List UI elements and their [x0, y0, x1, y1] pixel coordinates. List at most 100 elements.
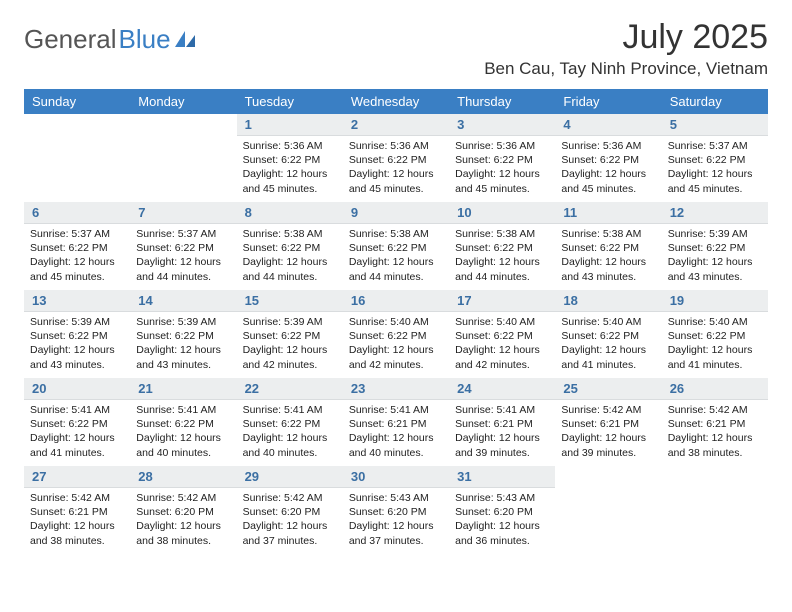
calendar-cell: 12Sunrise: 5:39 AMSunset: 6:22 PMDayligh…	[662, 202, 768, 290]
daylight-text: Daylight: 12 hours and 44 minutes.	[455, 255, 549, 283]
daylight-text: Daylight: 12 hours and 38 minutes.	[668, 431, 762, 459]
calendar-cell: 11Sunrise: 5:38 AMSunset: 6:22 PMDayligh…	[555, 202, 661, 290]
daylight-text: Daylight: 12 hours and 38 minutes.	[30, 519, 124, 547]
logo-text-blue: Blue	[119, 24, 171, 55]
sunset-text: Sunset: 6:21 PM	[30, 505, 124, 519]
day-number: 27	[24, 466, 130, 488]
day-number: 23	[343, 378, 449, 400]
sunset-text: Sunset: 6:22 PM	[243, 329, 337, 343]
sunset-text: Sunset: 6:22 PM	[668, 329, 762, 343]
daylight-text: Daylight: 12 hours and 37 minutes.	[349, 519, 443, 547]
sunset-text: Sunset: 6:22 PM	[30, 241, 124, 255]
sunrise-text: Sunrise: 5:40 AM	[668, 315, 762, 329]
daylight-text: Daylight: 12 hours and 37 minutes.	[243, 519, 337, 547]
day-number: 3	[449, 114, 555, 136]
calendar-week-row: 6Sunrise: 5:37 AMSunset: 6:22 PMDaylight…	[24, 202, 768, 290]
calendar-cell: 30Sunrise: 5:43 AMSunset: 6:20 PMDayligh…	[343, 466, 449, 554]
sunset-text: Sunset: 6:22 PM	[243, 241, 337, 255]
sunrise-text: Sunrise: 5:41 AM	[455, 403, 549, 417]
daylight-text: Daylight: 12 hours and 45 minutes.	[561, 167, 655, 195]
daylight-text: Daylight: 12 hours and 36 minutes.	[455, 519, 549, 547]
sunset-text: Sunset: 6:22 PM	[243, 153, 337, 167]
sunset-text: Sunset: 6:22 PM	[30, 417, 124, 431]
sunset-text: Sunset: 6:22 PM	[349, 153, 443, 167]
sunset-text: Sunset: 6:20 PM	[136, 505, 230, 519]
day-body: Sunrise: 5:39 AMSunset: 6:22 PMDaylight:…	[662, 224, 768, 290]
day-body: Sunrise: 5:40 AMSunset: 6:22 PMDaylight:…	[662, 312, 768, 378]
sunrise-text: Sunrise: 5:41 AM	[136, 403, 230, 417]
calendar-cell: 27Sunrise: 5:42 AMSunset: 6:21 PMDayligh…	[24, 466, 130, 554]
day-body: Sunrise: 5:42 AMSunset: 6:20 PMDaylight:…	[130, 488, 236, 554]
day-number: 21	[130, 378, 236, 400]
calendar-cell: 3Sunrise: 5:36 AMSunset: 6:22 PMDaylight…	[449, 114, 555, 202]
day-number: 8	[237, 202, 343, 224]
sunrise-text: Sunrise: 5:39 AM	[668, 227, 762, 241]
sunrise-text: Sunrise: 5:39 AM	[243, 315, 337, 329]
daylight-text: Daylight: 12 hours and 40 minutes.	[349, 431, 443, 459]
day-header: Sunday	[24, 89, 130, 114]
calendar-head: SundayMondayTuesdayWednesdayThursdayFrid…	[24, 89, 768, 114]
day-header: Tuesday	[237, 89, 343, 114]
sunrise-text: Sunrise: 5:37 AM	[668, 139, 762, 153]
day-number: 5	[662, 114, 768, 136]
calendar-cell: 1Sunrise: 5:36 AMSunset: 6:22 PMDaylight…	[237, 114, 343, 202]
day-body: Sunrise: 5:42 AMSunset: 6:21 PMDaylight:…	[555, 400, 661, 466]
day-body: Sunrise: 5:40 AMSunset: 6:22 PMDaylight:…	[343, 312, 449, 378]
daylight-text: Daylight: 12 hours and 39 minutes.	[561, 431, 655, 459]
calendar-cell: 29Sunrise: 5:42 AMSunset: 6:20 PMDayligh…	[237, 466, 343, 554]
daylight-text: Daylight: 12 hours and 42 minutes.	[243, 343, 337, 371]
sunrise-text: Sunrise: 5:42 AM	[561, 403, 655, 417]
sunrise-text: Sunrise: 5:38 AM	[455, 227, 549, 241]
daylight-text: Daylight: 12 hours and 38 minutes.	[136, 519, 230, 547]
calendar-cell: 20Sunrise: 5:41 AMSunset: 6:22 PMDayligh…	[24, 378, 130, 466]
calendar-cell: 4Sunrise: 5:36 AMSunset: 6:22 PMDaylight…	[555, 114, 661, 202]
day-body: Sunrise: 5:39 AMSunset: 6:22 PMDaylight:…	[130, 312, 236, 378]
day-number: 19	[662, 290, 768, 312]
calendar-table: SundayMondayTuesdayWednesdayThursdayFrid…	[24, 89, 768, 554]
sunset-text: Sunset: 6:22 PM	[30, 329, 124, 343]
calendar-cell: 14Sunrise: 5:39 AMSunset: 6:22 PMDayligh…	[130, 290, 236, 378]
calendar-cell: 16Sunrise: 5:40 AMSunset: 6:22 PMDayligh…	[343, 290, 449, 378]
daylight-text: Daylight: 12 hours and 43 minutes.	[136, 343, 230, 371]
day-number: 29	[237, 466, 343, 488]
day-body: Sunrise: 5:37 AMSunset: 6:22 PMDaylight:…	[662, 136, 768, 202]
sunset-text: Sunset: 6:20 PM	[349, 505, 443, 519]
sunrise-text: Sunrise: 5:36 AM	[243, 139, 337, 153]
sunset-text: Sunset: 6:22 PM	[455, 241, 549, 255]
day-body: Sunrise: 5:42 AMSunset: 6:21 PMDaylight:…	[662, 400, 768, 466]
sunset-text: Sunset: 6:22 PM	[136, 241, 230, 255]
day-body: Sunrise: 5:36 AMSunset: 6:22 PMDaylight:…	[449, 136, 555, 202]
day-number: 25	[555, 378, 661, 400]
sunrise-text: Sunrise: 5:36 AM	[455, 139, 549, 153]
page-header: GeneralBlue July 2025 Ben Cau, Tay Ninh …	[24, 18, 768, 85]
calendar-cell: 24Sunrise: 5:41 AMSunset: 6:21 PMDayligh…	[449, 378, 555, 466]
calendar-cell: 22Sunrise: 5:41 AMSunset: 6:22 PMDayligh…	[237, 378, 343, 466]
day-body: Sunrise: 5:36 AMSunset: 6:22 PMDaylight:…	[555, 136, 661, 202]
daylight-text: Daylight: 12 hours and 42 minutes.	[349, 343, 443, 371]
day-number: 28	[130, 466, 236, 488]
day-body: Sunrise: 5:39 AMSunset: 6:22 PMDaylight:…	[24, 312, 130, 378]
sunrise-text: Sunrise: 5:42 AM	[243, 491, 337, 505]
daylight-text: Daylight: 12 hours and 43 minutes.	[561, 255, 655, 283]
day-number: 20	[24, 378, 130, 400]
day-number: 22	[237, 378, 343, 400]
day-body: Sunrise: 5:43 AMSunset: 6:20 PMDaylight:…	[449, 488, 555, 554]
calendar-cell: 10Sunrise: 5:38 AMSunset: 6:22 PMDayligh…	[449, 202, 555, 290]
calendar-cell	[555, 466, 661, 554]
sunset-text: Sunset: 6:21 PM	[455, 417, 549, 431]
day-number: 7	[130, 202, 236, 224]
calendar-cell	[24, 114, 130, 202]
calendar-cell: 26Sunrise: 5:42 AMSunset: 6:21 PMDayligh…	[662, 378, 768, 466]
day-number: 17	[449, 290, 555, 312]
logo-text-gray: General	[24, 24, 117, 55]
daylight-text: Daylight: 12 hours and 44 minutes.	[136, 255, 230, 283]
calendar-cell: 25Sunrise: 5:42 AMSunset: 6:21 PMDayligh…	[555, 378, 661, 466]
daylight-text: Daylight: 12 hours and 39 minutes.	[455, 431, 549, 459]
calendar-cell: 21Sunrise: 5:41 AMSunset: 6:22 PMDayligh…	[130, 378, 236, 466]
calendar-cell: 19Sunrise: 5:40 AMSunset: 6:22 PMDayligh…	[662, 290, 768, 378]
sunset-text: Sunset: 6:22 PM	[561, 329, 655, 343]
daylight-text: Daylight: 12 hours and 40 minutes.	[136, 431, 230, 459]
sunrise-text: Sunrise: 5:43 AM	[349, 491, 443, 505]
day-body: Sunrise: 5:41 AMSunset: 6:22 PMDaylight:…	[237, 400, 343, 466]
calendar-week-row: 13Sunrise: 5:39 AMSunset: 6:22 PMDayligh…	[24, 290, 768, 378]
